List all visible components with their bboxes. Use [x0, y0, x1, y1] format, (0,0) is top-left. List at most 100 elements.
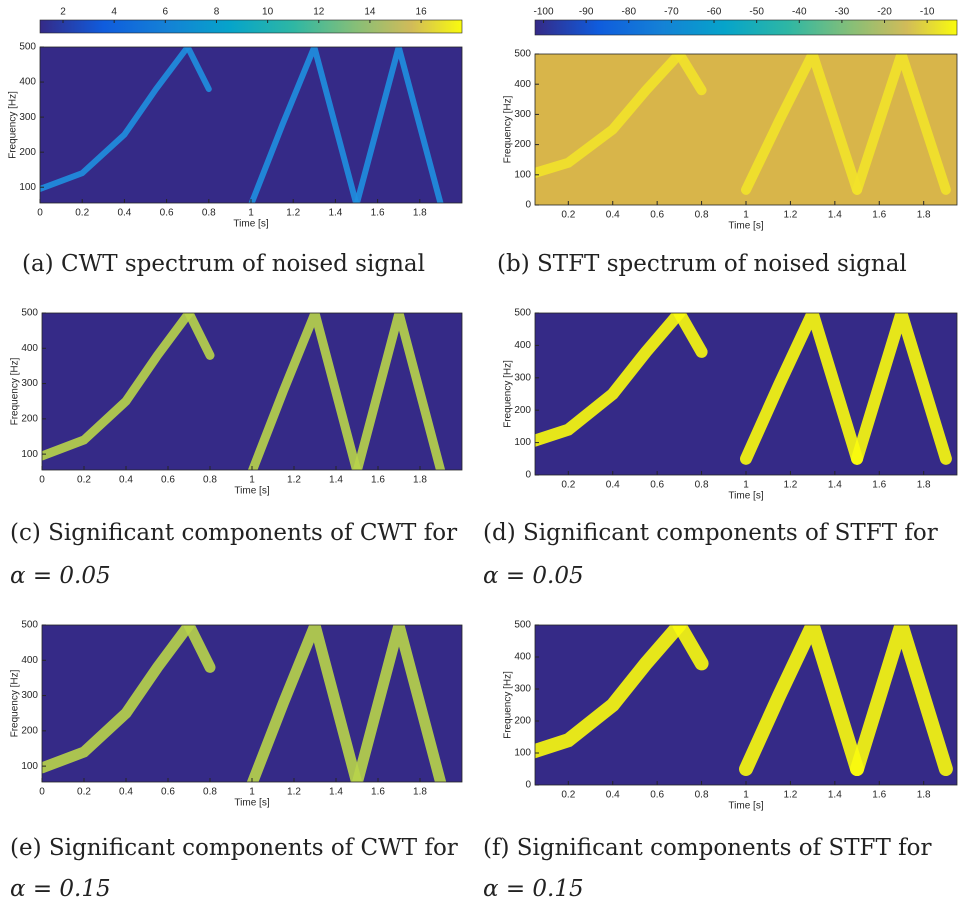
x-tick-label: 0.8 [203, 475, 217, 486]
x-tick-label: 1.4 [828, 480, 842, 491]
colorbar-tick-label: -50 [749, 7, 764, 18]
y-tick-label: 100 [514, 437, 531, 448]
ridge [42, 313, 194, 461]
x-tick-label: 1.2 [287, 475, 301, 486]
x-tick-label: 1.8 [917, 210, 931, 221]
ridge [741, 54, 863, 195]
y-tick-label: 500 [514, 620, 531, 631]
x-tick-label: 0.6 [161, 787, 175, 798]
x-tick-label: 0.2 [77, 787, 91, 798]
ridge [740, 313, 864, 465]
ridge [352, 313, 446, 470]
x-tick-label: 1.2 [286, 208, 300, 219]
x-tick-label: 1 [249, 787, 255, 798]
x-tick-label: 1.8 [413, 787, 427, 798]
colorbar [534, 19, 958, 36]
x-tick-label: 1.4 [828, 210, 842, 221]
x-axis-label: Time [s] [728, 801, 763, 812]
spectrum [42, 313, 446, 470]
x-tick-label: 1 [248, 208, 254, 219]
colorbar [39, 19, 463, 34]
x-tick-label: 1.8 [413, 208, 427, 219]
colorbar-tick-label: -10 [920, 7, 935, 18]
x-tick-label: 0.4 [117, 208, 131, 219]
x-tick-label: 0.2 [77, 475, 91, 486]
x-tick-label: 0.8 [695, 480, 709, 491]
ridge [248, 47, 360, 203]
y-tick-label: 500 [514, 49, 531, 60]
x-axis-label: Time [s] [233, 219, 268, 230]
x-tick-label: 1.6 [371, 208, 385, 219]
x-tick-label: 0.6 [161, 475, 175, 486]
ridge [183, 625, 216, 673]
y-tick-label: 200 [21, 725, 38, 736]
x-tick-label: 1.6 [371, 475, 385, 486]
x-tick-label: 1.2 [783, 480, 797, 491]
spectrum [535, 54, 951, 195]
ridge [535, 313, 686, 447]
y-tick-label: 100 [19, 182, 36, 193]
y-tick-label: 0 [525, 470, 531, 481]
colorbar-tick-label: -100 [534, 7, 554, 18]
ridge [247, 313, 362, 470]
caption: (b) STFT spectrum of noised signal [497, 251, 907, 277]
ridge [246, 625, 363, 782]
y-tick-label: 300 [21, 690, 38, 701]
x-tick-label: 0.2 [561, 480, 575, 491]
colorbar-tick-label: 2 [60, 7, 66, 18]
y-tick-label: 300 [514, 372, 531, 383]
x-tick-label: 0 [39, 787, 45, 798]
x-tick-label: 1.4 [329, 475, 343, 486]
plot-background [42, 313, 462, 470]
colorbar-tick-label: 10 [262, 7, 274, 18]
x-tick-label: 0.4 [606, 480, 620, 491]
plot-background [42, 625, 462, 782]
x-tick-label: 0 [37, 208, 43, 219]
y-axis-label: Frequency [Hz] [10, 669, 21, 737]
x-tick-label: 1.2 [287, 787, 301, 798]
x-tick-label: 1.6 [872, 480, 886, 491]
y-tick-label: 400 [514, 652, 531, 663]
caption: (f) Significant components of STFT for [483, 835, 932, 861]
colorbar-tick-label: -80 [622, 7, 637, 18]
y-tick-label: 300 [514, 109, 531, 120]
colorbar-tick-label: -70 [664, 7, 679, 18]
colorbar-tick-label: -60 [707, 7, 722, 18]
y-tick-label: 400 [514, 340, 531, 351]
colorbar-tick-label: -40 [792, 7, 807, 18]
y-axis-label: Frequency [Hz] [10, 357, 21, 425]
colorbar-tick-label: 4 [111, 7, 117, 18]
y-tick-label: 100 [514, 748, 531, 759]
y-axis-label: Frequency [Hz] [503, 95, 514, 163]
y-tick-label: 200 [514, 716, 531, 727]
spectrum [535, 625, 953, 776]
y-tick-label: 400 [21, 655, 38, 666]
ridge [42, 625, 195, 774]
x-tick-label: 1 [743, 480, 749, 491]
y-tick-label: 200 [19, 147, 36, 158]
x-tick-label: 0 [39, 475, 45, 486]
x-axis-label: Time [s] [234, 798, 269, 809]
x-tick-label: 0.8 [203, 787, 217, 798]
colorbar-tick-label: 12 [313, 7, 325, 18]
x-axis-label: Time [s] [728, 221, 763, 232]
colorbar-tick-label: -90 [579, 7, 594, 18]
caption-math: α = 0.15 [10, 876, 111, 898]
ridge [184, 313, 215, 360]
x-tick-label: 0.2 [75, 208, 89, 219]
spectrum [40, 47, 444, 203]
y-tick-label: 100 [514, 169, 531, 180]
x-axis-label: Time [s] [728, 491, 763, 502]
colorbar-tick-label: 16 [416, 7, 428, 18]
ridge [850, 625, 953, 776]
caption: (e) Significant components of CWT for [10, 835, 458, 861]
x-tick-label: 1.6 [371, 787, 385, 798]
y-axis-label: Frequency [Hz] [503, 360, 514, 428]
spectrum [42, 625, 447, 782]
y-tick-label: 400 [21, 343, 38, 354]
y-tick-label: 500 [21, 308, 38, 319]
x-tick-label: 1.2 [783, 210, 797, 221]
y-tick-label: 0 [525, 200, 531, 211]
x-tick-label: 1.8 [413, 475, 427, 486]
